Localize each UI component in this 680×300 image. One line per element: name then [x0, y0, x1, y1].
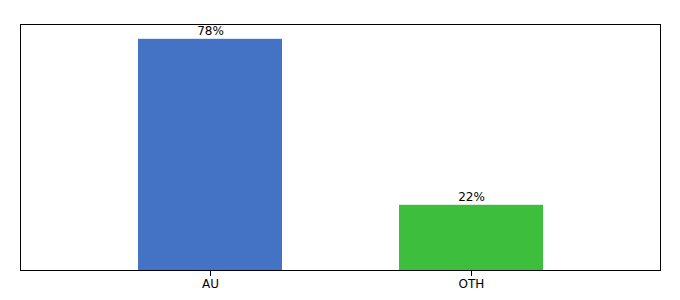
svg-text:AU: AU	[202, 277, 219, 291]
svg-text:78%: 78%	[197, 24, 224, 38]
svg-text:22%: 22%	[458, 190, 485, 204]
svg-text:OTH: OTH	[459, 277, 485, 291]
